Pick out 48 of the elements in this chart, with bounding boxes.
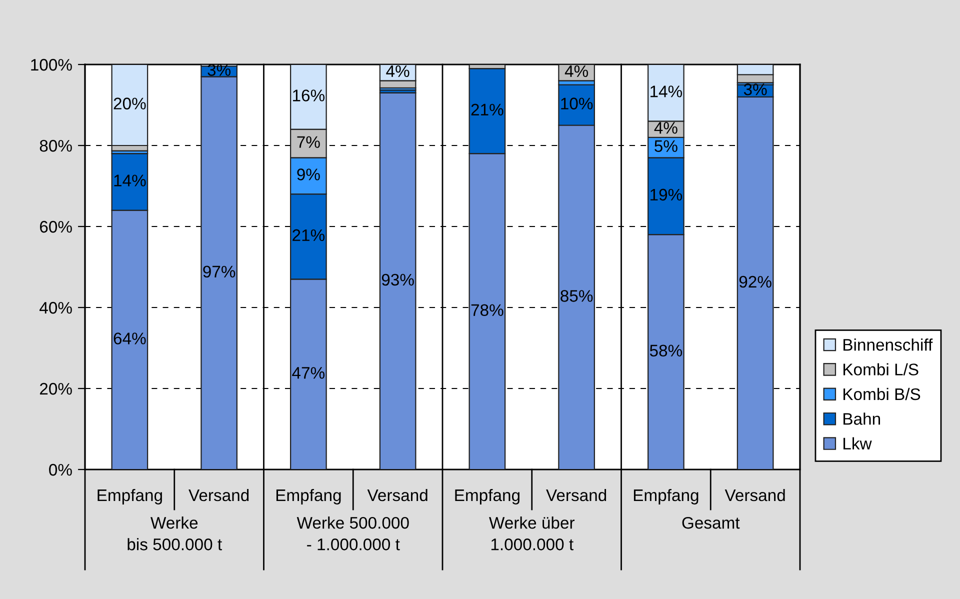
legend-label: Binnenschiff xyxy=(844,338,933,351)
y-tick-label: 0% xyxy=(49,464,72,476)
data-label: 58% xyxy=(650,344,682,357)
data-label: 47% xyxy=(292,367,325,379)
x-tick-label: Empfang xyxy=(98,488,162,504)
text: Werke 500.000 - 1.000.000 t xyxy=(296,516,409,550)
data-label: 97% xyxy=(203,266,236,278)
text: Werke bis 500.000 t xyxy=(128,516,222,550)
legend-label: Kombi B/S xyxy=(844,388,920,400)
legend-label: Lkw xyxy=(844,437,872,450)
y-tick-label: 60% xyxy=(40,220,72,233)
x-tick-label: Versand xyxy=(724,488,785,502)
data-label: 21% xyxy=(292,229,325,242)
data-label: 93% xyxy=(382,274,414,286)
data-label: 21% xyxy=(471,104,504,116)
data-label: 3% xyxy=(744,83,767,96)
y-tick-label: 100% xyxy=(31,58,72,71)
data-label: 14% xyxy=(650,86,682,98)
data-label: 4% xyxy=(654,122,678,134)
y-tick-label: 80% xyxy=(40,140,72,152)
data-label: 5% xyxy=(654,140,678,152)
data-label: 64% xyxy=(114,332,146,344)
data-label: 7% xyxy=(297,136,320,148)
x-tick-label: Empfang xyxy=(455,488,520,504)
data-label: 4% xyxy=(386,65,410,78)
y-tick-label: 40% xyxy=(40,302,72,314)
x-tick-label: Versand xyxy=(546,488,606,502)
data-label: 19% xyxy=(650,188,682,201)
data-label: 16% xyxy=(293,90,325,102)
x-tick-label: Empfang xyxy=(276,488,341,504)
legend-label: Bahn xyxy=(844,412,880,425)
data-label: 3% xyxy=(208,64,231,76)
data-label: 85% xyxy=(560,290,593,302)
data-label: 9% xyxy=(297,168,320,180)
x-tick-label: Empfang xyxy=(634,488,698,504)
data-label: 4% xyxy=(564,65,588,78)
data-label: 20% xyxy=(114,98,146,110)
bar xyxy=(379,92,416,470)
data-label: 14% xyxy=(114,174,146,186)
legend-label: Kombi L/S xyxy=(844,363,918,376)
text: Gesamt xyxy=(682,516,740,529)
x-tick-label: Versand xyxy=(188,488,249,502)
y-tick-label: 20% xyxy=(40,382,72,395)
x-tick-label: Versand xyxy=(367,488,428,502)
text: Werke über 1.000.000 t xyxy=(489,516,575,550)
data-label: 92% xyxy=(739,276,772,288)
data-label: 78% xyxy=(471,304,504,316)
data-label: 10% xyxy=(561,98,593,110)
